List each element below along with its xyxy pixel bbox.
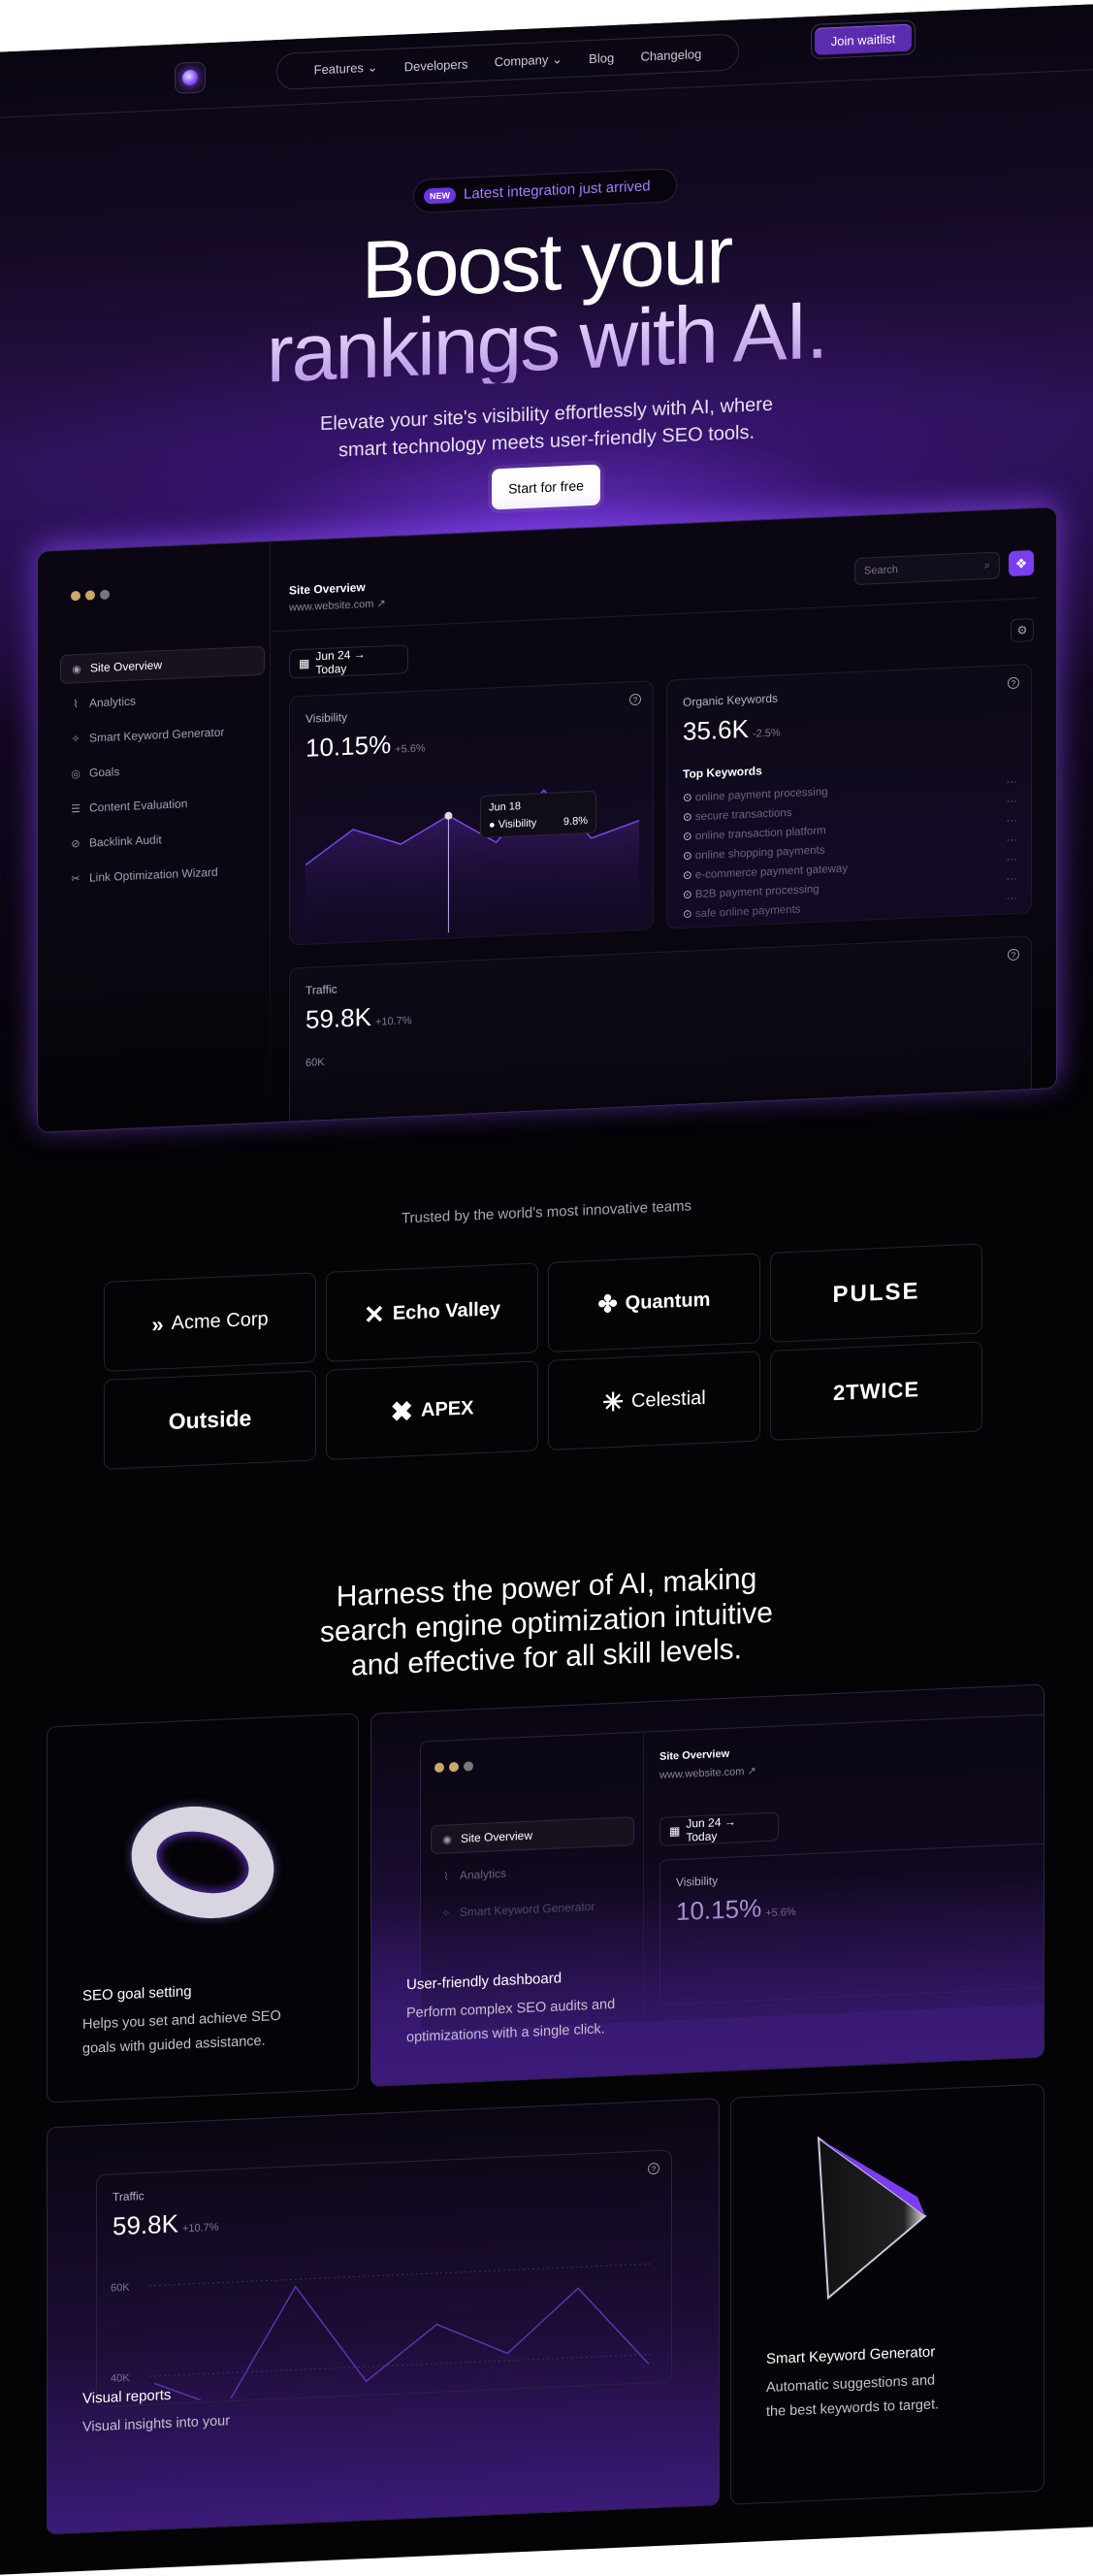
visibility-value: 10.15% +5.6% — [305, 729, 426, 763]
brand-logo[interactable] — [175, 61, 206, 94]
features-heading: Harness the power of AI, making search e… — [320, 1562, 773, 1682]
more-icon[interactable]: ··· — [1006, 833, 1018, 847]
eye-icon: ◉ — [72, 663, 81, 675]
gridline — [149, 2353, 654, 2377]
list-icon: ☰ — [71, 802, 80, 815]
wand-icon: ✂ — [71, 872, 80, 885]
nav-developers[interactable]: Developers — [403, 56, 468, 74]
announcement-badge[interactable]: NEW Latest integration just arrived — [413, 168, 677, 213]
organic-value: 35.6K -2.5% — [683, 713, 781, 746]
nav-blog[interactable]: Blog — [589, 49, 615, 66]
chevron-down-icon: ⌄ — [552, 51, 563, 67]
logo-echo-valley: ✕ Echo Valley — [326, 1262, 538, 1362]
target-icon: ⊙ — [683, 831, 692, 843]
sidebar-item-goals[interactable]: ◎ Goals — [71, 765, 120, 780]
logo-apex: ✖ APEX — [326, 1360, 538, 1460]
join-waitlist-button[interactable]: Join waitlist — [811, 19, 916, 60]
feature-card-goal-setting: SEO goal setting Helps you set and achie… — [47, 1712, 359, 2103]
asterisk-icon: ✳ — [602, 1386, 625, 1418]
help-icon[interactable]: ? — [648, 2162, 659, 2175]
feature-card-visual-reports: ? Traffic 59.8K +10.7% 60K 40K Visual repo… — [47, 2098, 720, 2535]
hover-point[interactable] — [444, 811, 453, 820]
target-icon: ⊙ — [683, 811, 692, 824]
traffic-card: ? Traffic 59.8K +10.7% 60K — [289, 935, 1032, 1133]
logo-pulse: PULSE — [770, 1243, 982, 1343]
date-range-picker[interactable]: ▦ Jun 24 → Today — [289, 644, 408, 679]
new-tag: NEW — [424, 186, 456, 205]
customer-logos: » Acme Corp ✕ Echo Valley ✤ Quantum PULSE O… — [104, 1243, 982, 1470]
clover-icon: ✤ — [597, 1290, 618, 1319]
traffic-line — [153, 2285, 650, 2404]
settings-button[interactable]: ⚙ — [1011, 618, 1034, 643]
traffic-y-tick: 60K — [305, 1056, 325, 1069]
more-icon[interactable]: ··· — [1006, 795, 1018, 808]
ai-assistant-button[interactable]: ❖ — [1009, 550, 1034, 577]
diamond-logo-icon: ❖ — [1014, 554, 1028, 571]
nav-changelog[interactable]: Changelog — [640, 46, 702, 64]
dashboard-preview: ◉ Site Overview ⌇ Analytics ✧ Smart Keyword G… — [37, 505, 1057, 1133]
trusted-caption: Trusted by the world's most innovative t… — [401, 1197, 692, 1227]
traffic-report-card: ? Traffic 59.8K +10.7% 60K 40K — [96, 2149, 672, 2408]
x-mark-icon: ✕ — [364, 1299, 385, 1330]
sidebar-item-backlink-audit[interactable]: ⊘ Backlink Audit — [71, 832, 162, 850]
feature-card-keyword-generator: Smart Keyword Generator Automatic sugges… — [730, 2083, 1045, 2505]
sidebar-item-analytics[interactable]: ⌇ Analytics — [60, 681, 265, 719]
link-icon: ⊘ — [71, 837, 80, 850]
help-icon[interactable]: ? — [1008, 948, 1019, 962]
logo-acme-corp: » Acme Corp — [104, 1272, 316, 1372]
window-dots — [71, 589, 110, 602]
sidebar-item-site-overview[interactable]: ◉ Site Overview — [60, 645, 265, 684]
y-tick-label: 40K — [111, 2372, 130, 2385]
sidebar-item-smart-keyword-generator[interactable]: ✧ Smart Keyword Generator — [71, 725, 225, 745]
chart-tooltip: Jun 18 ● Visibility 9.8% — [480, 790, 596, 838]
dashboard-title: Site Overview — [289, 580, 366, 598]
start-free-button[interactable]: Start for free — [492, 464, 600, 510]
apex-shape-icon: ✖ — [390, 1395, 413, 1428]
more-icon[interactable]: ··· — [1006, 775, 1018, 789]
logo-outside: Outside — [104, 1370, 316, 1470]
search-input[interactable]: Search ⌕ — [854, 551, 1000, 586]
ring-3d-icon — [116, 1790, 289, 1935]
search-icon: ⌕ — [983, 559, 990, 571]
gear-icon: ⚙ — [1016, 623, 1028, 637]
nav-company[interactable]: Company ⌄ — [494, 51, 563, 70]
target-icon: ⊙ — [683, 850, 692, 863]
chart-icon: ⌇ — [73, 698, 79, 710]
more-icon[interactable]: ··· — [1006, 853, 1018, 866]
site-url-link[interactable]: www.website.com ↗ — [289, 598, 386, 614]
sidebar-item-link-optimization-wizard[interactable]: ✂ Link Optimization Wizard — [71, 864, 218, 885]
cone-3d-icon — [817, 2136, 927, 2300]
nav-features[interactable]: Features ⌄ — [313, 59, 378, 78]
logo-orb-icon — [182, 69, 198, 86]
target-icon: ◎ — [71, 767, 80, 780]
more-icon[interactable]: ··· — [1006, 814, 1018, 828]
hero-title: Boost your rankings with AI. — [0, 198, 1093, 405]
target-icon: ⊙ — [683, 869, 692, 882]
chevrons-icon: » — [151, 1311, 164, 1337]
sparkle-icon: ✧ — [71, 733, 80, 745]
chevron-down-icon: ⌄ — [367, 59, 378, 76]
traffic-chart: 60K 40K — [111, 2263, 654, 2404]
y-tick-label: 60K — [111, 2282, 130, 2295]
logo-quantum: ✤ Quantum — [548, 1253, 760, 1353]
sidebar-item-content-evaluation[interactable]: ☰ Content Evaluation — [71, 797, 188, 815]
logo-2twice: 2TWICE — [770, 1341, 982, 1441]
main-nav: Features ⌄ Developers Company ⌄ Blog Cha… — [276, 33, 739, 91]
gridline — [149, 2263, 654, 2287]
calendar-icon: ▦ — [299, 656, 310, 671]
logo-celestial: ✳ Celestial — [548, 1351, 760, 1451]
feature-card-dashboard: ◉Site Overview ⌇Analytics ✧Smart Keyword… — [370, 1683, 1045, 2087]
help-icon[interactable]: ? — [629, 693, 641, 706]
help-icon[interactable]: ? — [1008, 676, 1019, 690]
target-icon: ⊙ — [683, 792, 692, 804]
traffic-value: 59.8K +10.7% — [305, 1001, 412, 1034]
